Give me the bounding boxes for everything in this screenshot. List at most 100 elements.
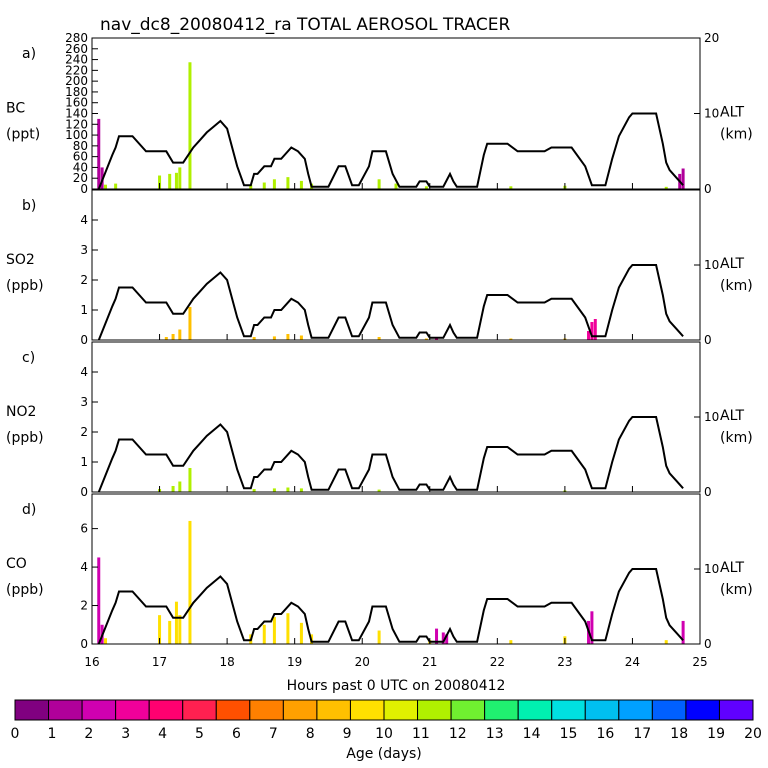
bar-so2-s0-3 [188, 307, 192, 340]
bar-bc-s0-10 [286, 177, 290, 189]
x-tick-label: 19 [287, 655, 302, 669]
y-tick-label: 3 [80, 243, 88, 257]
colorbar-swatch [349, 699, 385, 721]
bar-so2-s1-2 [590, 322, 594, 340]
panel-letter: a) [22, 46, 36, 62]
alt-tick-label: 10 [704, 410, 719, 424]
bar-so2-s0-0 [164, 337, 168, 340]
alt-tick-label: 10 [704, 562, 719, 576]
colorbar-swatch [584, 699, 620, 721]
bar-co-s0-2 [168, 620, 172, 644]
y-tick-label: 60 [73, 150, 88, 164]
colorbar-swatch [450, 699, 486, 721]
panel-so2: 0 1 2 3 4 0 10 ALT (km) b) SO2 (ppb) [6, 189, 753, 347]
bar-bc-s0-8 [262, 182, 266, 189]
chart-title: nav_dc8_20080412_ra TOTAL AEROSOL TRACER [100, 15, 510, 35]
colorbar-swatch [182, 699, 217, 721]
bar-bc-s0-11 [299, 180, 303, 189]
colorbar-swatch [551, 699, 586, 721]
alt-label: ALT [720, 105, 744, 121]
y-tick-label: 2 [80, 273, 88, 287]
y-tick-label: 1 [80, 455, 88, 469]
colorbar-swatch [618, 699, 653, 721]
bar-no2-s0-2 [178, 481, 182, 492]
y-tick-label: 220 [65, 63, 88, 77]
colorbar-tick-label: 13 [486, 726, 504, 742]
colorbar-swatch [316, 699, 351, 721]
colorbar-tick-label: 5 [195, 726, 204, 742]
bar-co-s0-5 [188, 520, 192, 644]
species-unit: (ppb) [6, 582, 44, 598]
y-tick-label: 4 [80, 560, 88, 574]
bar-no2-s0-5 [272, 488, 276, 492]
y-tick-label: 80 [73, 139, 88, 153]
colorbar-tick-label: 9 [343, 726, 352, 742]
alt-tick-label: 0 [704, 333, 712, 347]
y-tick-label: 140 [65, 107, 88, 121]
colorbar-swatch [48, 699, 83, 721]
alt-unit: (km) [720, 127, 753, 143]
alt-tick-label: 10 [704, 258, 719, 272]
y-tick-label: 180 [65, 85, 88, 99]
alt-label: ALT [720, 256, 744, 272]
species-unit: (ppb) [6, 430, 44, 446]
y-tick-label: 2 [80, 599, 88, 613]
alt-tick-label: 10 [704, 107, 719, 121]
colorbar-swatch [249, 699, 284, 721]
bar-so2-s1-1 [587, 331, 591, 340]
bar-co-s0-1 [158, 615, 162, 644]
colorbar-tick-label: 8 [306, 726, 315, 742]
bar-bc-s0-13 [377, 179, 381, 189]
colorbar-tick-label: 16 [596, 726, 614, 742]
alt-unit: (km) [720, 582, 753, 598]
panel-no2: 0 1 2 3 4 0 10 ALT (km) c) NO2 (ppb) [6, 341, 753, 499]
bar-so2-s0-6 [286, 334, 290, 340]
plot-frame [91, 189, 701, 341]
bar-so2-s1-0 [435, 338, 439, 340]
bar-bc-s0-16 [509, 186, 513, 189]
y-tick-label: 100 [65, 128, 88, 142]
x-tick-label: 17 [152, 655, 167, 669]
alt-tick-label: 20 [704, 31, 719, 45]
colorbar-tick-label: 20 [744, 726, 762, 742]
colorbar-tick-label: 15 [560, 726, 578, 742]
panel-letter: c) [22, 350, 35, 366]
y-tick-label: 280 [65, 31, 88, 45]
y-tick-label: 40 [73, 160, 88, 174]
colorbar-tick-label: 6 [232, 726, 241, 742]
alt-tick-label: 0 [704, 182, 712, 196]
bar-so2-s0-4 [252, 337, 256, 340]
bar-so2-s1-3 [593, 319, 597, 340]
bar-so2-s0-9 [424, 338, 428, 340]
y-tick-label: 200 [65, 74, 88, 88]
colorbar-swatch [14, 699, 50, 721]
bar-no2-s0-4 [252, 489, 256, 492]
species-unit: (ppb) [6, 278, 44, 294]
bar-co-s0-12 [377, 630, 381, 644]
panel-letter: d) [22, 502, 36, 518]
alt-tick-label: 0 [704, 637, 712, 651]
colorbar-swatch [148, 699, 184, 721]
bar-co-s0-14 [509, 640, 513, 644]
bar-co-s1-2 [435, 628, 439, 644]
bar-co-s0-10 [299, 622, 303, 644]
colorbar-swatch [282, 699, 318, 721]
panel-co: 0 2 4 6 0 10 ALT (km) d) CO (ppb) [6, 493, 753, 651]
bar-bc-s0-1 [114, 183, 118, 189]
bar-so2-s0-10 [509, 338, 513, 340]
bar-no2-s0-7 [299, 488, 303, 492]
bar-bc-s0-14 [394, 183, 398, 189]
bar-co-s0-9 [286, 613, 290, 644]
y-tick-label: 120 [65, 117, 88, 131]
species-label: NO2 [6, 404, 36, 420]
colorbar: 0 1 2 3 4 5 6 7 8 9 10 11 12 13 14 15 16 17 18 19 20 [11, 699, 762, 742]
colorbar-tick-label: 19 [707, 726, 725, 742]
panels: 0204060801001201401601802002202402602800… [6, 31, 753, 669]
colorbar-label: Age (days) [346, 746, 422, 762]
bar-co-s0-3 [174, 601, 178, 644]
y-tick-label: 0 [80, 637, 88, 651]
x-tick-label: 22 [490, 655, 505, 669]
y-tick-label: 0 [80, 333, 88, 347]
bar-bc-s0-2 [158, 175, 162, 189]
y-tick-label: 4 [80, 213, 88, 227]
